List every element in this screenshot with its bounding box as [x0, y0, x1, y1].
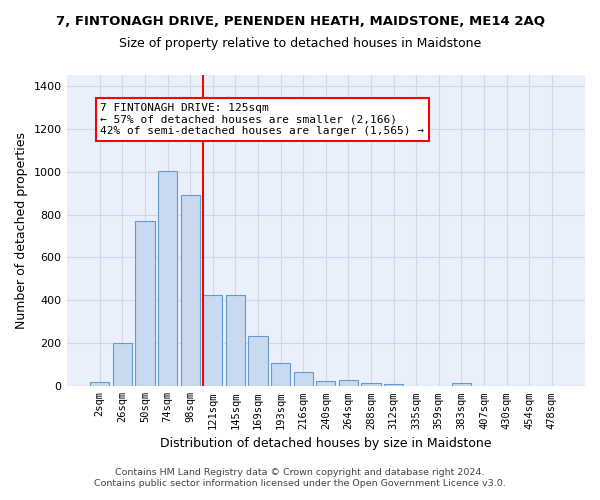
X-axis label: Distribution of detached houses by size in Maidstone: Distribution of detached houses by size …: [160, 437, 491, 450]
Bar: [339, 380, 358, 386]
Y-axis label: Number of detached properties: Number of detached properties: [15, 132, 28, 329]
Text: 7, FINTONAGH DRIVE, PENENDEN HEATH, MAIDSTONE, ME14 2AQ: 7, FINTONAGH DRIVE, PENENDEN HEATH, MAID…: [56, 15, 545, 28]
Bar: [248, 336, 268, 386]
Bar: [181, 195, 200, 386]
Bar: [384, 384, 403, 386]
Bar: [226, 295, 245, 386]
Bar: [113, 344, 132, 386]
Bar: [203, 295, 223, 386]
Bar: [158, 170, 177, 386]
Text: Contains HM Land Registry data © Crown copyright and database right 2024.
Contai: Contains HM Land Registry data © Crown c…: [94, 468, 506, 487]
Bar: [90, 382, 109, 386]
Bar: [293, 372, 313, 386]
Bar: [361, 383, 380, 386]
Bar: [271, 362, 290, 386]
Bar: [452, 383, 471, 386]
Text: Size of property relative to detached houses in Maidstone: Size of property relative to detached ho…: [119, 38, 481, 51]
Text: 7 FINTONAGH DRIVE: 125sqm
← 57% of detached houses are smaller (2,166)
42% of se: 7 FINTONAGH DRIVE: 125sqm ← 57% of detac…: [100, 103, 424, 136]
Bar: [316, 381, 335, 386]
Bar: [136, 221, 155, 386]
